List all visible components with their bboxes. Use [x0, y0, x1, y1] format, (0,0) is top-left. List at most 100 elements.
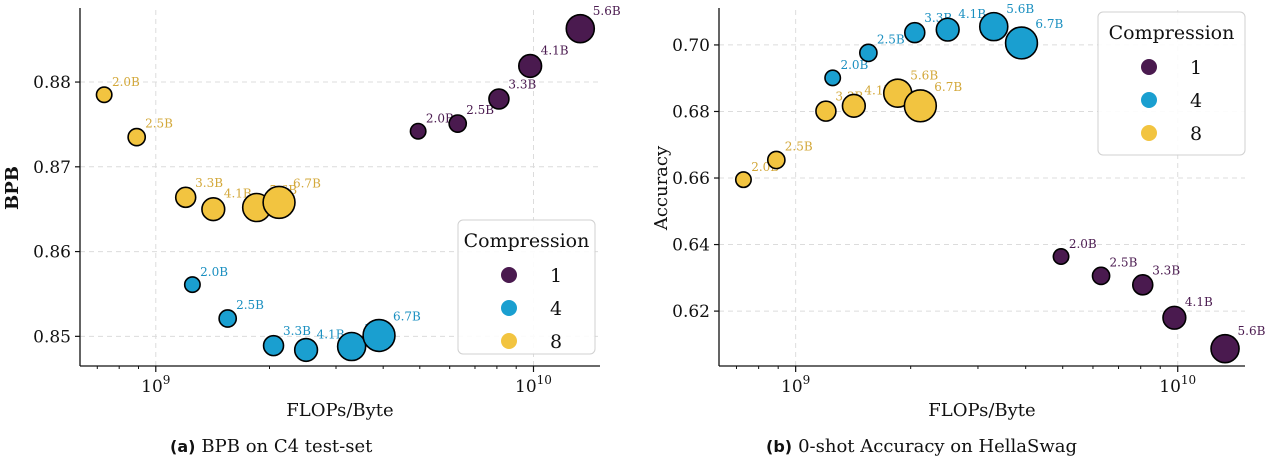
point-label-4-2.5B: 2.5B — [877, 32, 905, 46]
point-label-4-5.6B: 5.6B — [1006, 2, 1034, 16]
point-8-2.0B — [95, 86, 113, 104]
point-label-1-4.1B: 4.1B — [541, 43, 569, 57]
point-1-5.6B — [1210, 333, 1240, 364]
point-label-1-3.3B: 3.3B — [1152, 263, 1180, 277]
point-label-4-2.5B: 2.5B — [236, 298, 264, 312]
y-tick-label-1: 0.64 — [672, 236, 710, 256]
point-4-2.0B — [824, 69, 842, 87]
point-label-1-5.6B: 5.6B — [593, 4, 621, 18]
point-label-1-5.6B: 5.6B — [1238, 324, 1266, 338]
legend-box — [457, 219, 596, 355]
point-8-2.0B — [734, 171, 752, 189]
x-tick-label-0: 109 — [781, 373, 810, 397]
point-8-3.3B — [174, 186, 197, 209]
point-8-4.1B — [841, 93, 867, 118]
point-1-3.3B — [1131, 274, 1154, 296]
legend-label-4: 4 — [550, 298, 562, 320]
point-1-2.5B — [1091, 266, 1111, 286]
point-label-4-2.0B: 2.0B — [840, 58, 868, 72]
y-tick-label-3: 0.88 — [33, 73, 71, 93]
y-axis-label: BPB — [2, 166, 23, 210]
point-label-4-2.0B: 2.0B — [200, 265, 228, 279]
point-label-4-3.3B: 3.3B — [283, 324, 311, 338]
x-tick-label-0: 109 — [141, 373, 170, 397]
point-4-6.7B — [1004, 26, 1039, 60]
point-label-8-2.5B: 2.5B — [785, 140, 813, 154]
point-4-2.5B — [218, 309, 238, 328]
legend-title: Compression — [464, 230, 590, 252]
point-1-4.1B — [518, 53, 543, 79]
y-tick-label-4: 0.70 — [672, 36, 710, 56]
legend-marker-1 — [501, 267, 517, 283]
caption-b: (b) 0-shot Accuracy on HellaSwag — [766, 436, 1077, 457]
x-tick-label-1: 1010 — [515, 373, 552, 397]
point-label-4-4.1B: 4.1B — [317, 327, 345, 341]
point-4-2.5B — [859, 43, 878, 63]
legend-label-1: 1 — [1190, 57, 1202, 79]
legend-label-4: 4 — [1190, 90, 1202, 112]
caption-a: (a) BPB on C4 test-set — [170, 436, 372, 457]
x-tick-label-1: 1010 — [1159, 373, 1196, 397]
point-8-6.7B — [903, 89, 938, 123]
x-axis-label: FLOPs/Byte — [928, 400, 1035, 421]
point-label-1-2.0B: 2.0B — [426, 111, 454, 125]
point-label-8-3.3B: 3.3B — [195, 176, 223, 190]
legend-box — [1097, 11, 1246, 156]
y-tick-label-3: 0.68 — [672, 102, 710, 122]
point-label-4-6.7B: 6.7B — [393, 310, 421, 324]
gridlines — [719, 10, 1245, 366]
point-4-6.7B — [362, 318, 396, 353]
y-tick-label-2: 0.66 — [672, 169, 710, 189]
point-4-5.6B — [978, 11, 1009, 42]
legend-marker-8 — [1141, 125, 1157, 141]
point-8-2.5B — [127, 127, 147, 147]
caption-b-text: 0-shot Accuracy on HellaSwag — [798, 436, 1078, 457]
point-8-2.5B — [766, 150, 786, 170]
point-4-4.1B — [293, 337, 319, 363]
point-8-3.3B — [815, 100, 837, 122]
chart-bpb: 0.85 0.86 0.87 0.88 109 1010 FLOPs/Byte BPB 2.0B… — [2, 4, 621, 421]
point-1-3.3B — [488, 88, 510, 110]
legend-label-1: 1 — [550, 265, 562, 287]
caption-a-tag: (a) — [170, 437, 196, 456]
caption-b-tag: (b) — [766, 437, 793, 456]
caption-a-text: BPB on C4 test-set — [201, 436, 373, 457]
legend-marker-4 — [501, 300, 517, 316]
point-label-8-6.7B: 6.7B — [293, 176, 321, 190]
legend-marker-1 — [1141, 59, 1157, 75]
point-1-2.0B — [1052, 248, 1070, 266]
point-label-1-2.0B: 2.0B — [1069, 237, 1097, 251]
y-tick-label-0: 0.85 — [33, 327, 71, 347]
legend-marker-4 — [1141, 92, 1157, 108]
point-label-8-2.5B: 2.5B — [145, 117, 173, 131]
point-4-5.6B — [336, 331, 367, 362]
point-label-8-4.1B: 4.1B — [224, 187, 252, 201]
point-1-4.1B — [1162, 305, 1187, 330]
point-1-5.6B — [565, 13, 596, 44]
point-8-6.7B — [262, 185, 296, 220]
point-8-4.1B — [201, 197, 226, 222]
y-tick-label-0: 0.62 — [672, 302, 710, 322]
y-tick-label-2: 0.87 — [33, 158, 71, 178]
legend: Compression 1 4 8 — [457, 219, 596, 355]
point-1-2.0B — [409, 122, 427, 140]
point-label-1-3.3B: 3.3B — [508, 78, 536, 92]
legend-label-8: 8 — [550, 331, 562, 353]
legend-label-8: 8 — [1190, 123, 1202, 145]
point-label-1-4.1B: 4.1B — [1185, 295, 1213, 309]
y-tick-label-1: 0.86 — [33, 243, 71, 263]
legend-marker-8 — [501, 333, 517, 349]
point-label-8-5.6B: 5.6B — [910, 69, 938, 83]
legend-title: Compression — [1109, 22, 1235, 44]
point-label-4-4.1B: 4.1B — [958, 7, 986, 21]
point-label-1-2.5B: 2.5B — [1109, 255, 1137, 269]
point-label-8-2.0B: 2.0B — [112, 75, 140, 89]
y-axis-label: Accuracy — [651, 145, 672, 231]
point-1-2.5B — [448, 114, 468, 133]
legend: Compression 1 4 8 — [1097, 11, 1246, 156]
point-4-3.3B — [903, 21, 926, 44]
point-label-8-6.7B: 6.7B — [934, 80, 962, 94]
point-label-1-2.5B: 2.5B — [466, 103, 494, 117]
